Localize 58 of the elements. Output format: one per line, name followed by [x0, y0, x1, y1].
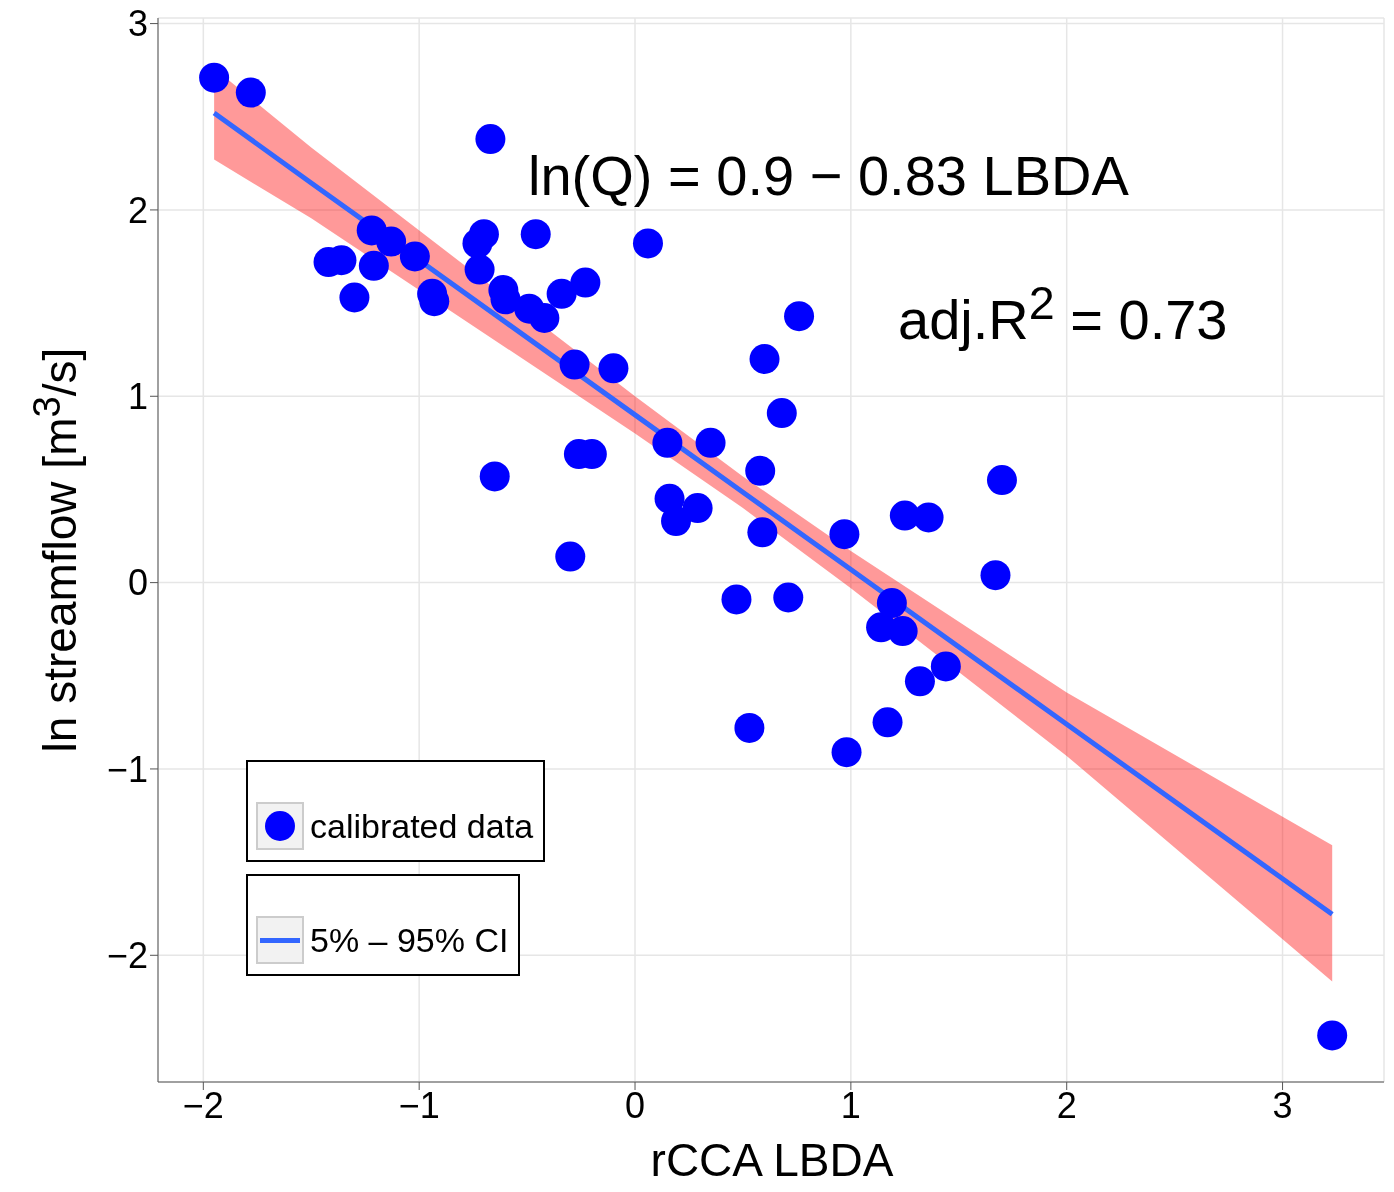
point — [399, 241, 430, 272]
y-tick-label: 2 — [127, 189, 148, 231]
point — [1317, 1020, 1348, 1051]
point — [555, 541, 586, 572]
point — [747, 517, 778, 548]
point — [773, 582, 804, 613]
point — [734, 712, 765, 743]
y-tick-label: 1 — [127, 376, 148, 418]
point — [784, 301, 815, 332]
annotation: ln(Q) = 0.9 − 0.83 LBDA — [528, 143, 1129, 208]
x-tick-label: 0 — [625, 1084, 646, 1126]
point — [468, 219, 499, 250]
point — [831, 737, 862, 768]
point — [872, 707, 903, 738]
point — [876, 588, 907, 619]
point — [749, 344, 780, 374]
point — [570, 267, 601, 298]
point — [559, 349, 590, 380]
point — [695, 427, 726, 458]
point — [358, 250, 389, 281]
point — [546, 278, 577, 309]
annotation: adj.R$^{2}$ = 0.73 — [898, 276, 1228, 352]
point — [887, 616, 918, 647]
point — [745, 455, 776, 486]
x-tick-label: 2 — [1056, 1084, 1077, 1126]
point — [721, 584, 752, 615]
point — [766, 398, 797, 429]
x-axis-title: rCCA LBDA — [649, 1133, 895, 1187]
x-tick-label: −1 — [398, 1084, 440, 1126]
point — [339, 282, 370, 313]
y-tick-label: −2 — [106, 935, 148, 977]
legend-label: 5% – 95% CI — [310, 920, 509, 960]
y-tick-label: 0 — [127, 562, 148, 604]
point — [529, 303, 560, 334]
point — [464, 254, 495, 285]
point — [632, 228, 663, 259]
x-tick-label: 3 — [1272, 1084, 1293, 1126]
x-tick-label: −2 — [182, 1084, 224, 1126]
point — [980, 560, 1011, 591]
legend-label: calibrated data — [310, 806, 534, 846]
point — [475, 124, 506, 155]
point — [520, 219, 551, 250]
point — [930, 651, 961, 682]
point — [376, 226, 407, 257]
point — [986, 465, 1017, 496]
point — [479, 461, 510, 492]
point — [598, 353, 629, 384]
point — [913, 502, 944, 533]
point — [661, 506, 692, 537]
y-tick-label: 3 — [127, 3, 148, 45]
point — [652, 427, 683, 458]
point — [829, 519, 860, 550]
point — [235, 77, 266, 108]
point — [682, 493, 713, 524]
point — [904, 666, 935, 697]
point — [199, 62, 230, 93]
y-tick-label: −1 — [106, 748, 148, 790]
x-tick-label: 1 — [840, 1084, 861, 1126]
